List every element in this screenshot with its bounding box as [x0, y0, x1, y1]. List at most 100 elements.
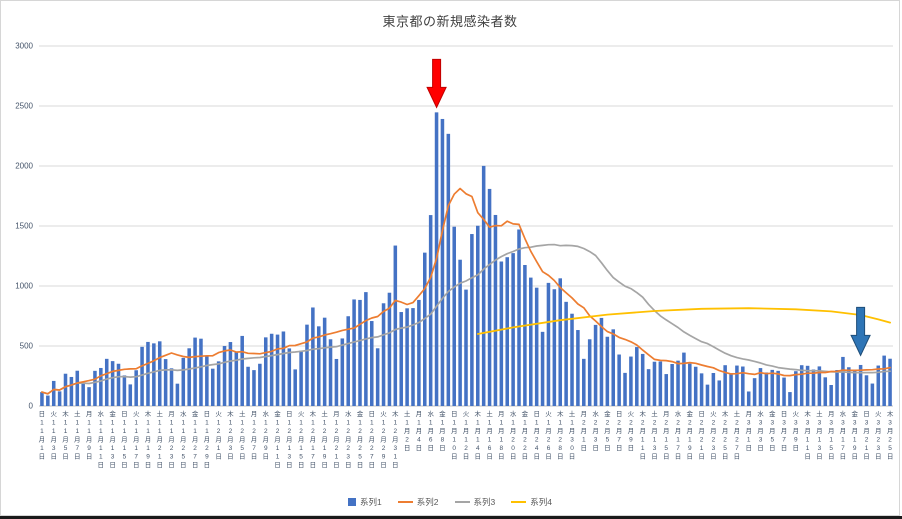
bar: [405, 308, 409, 406]
legend-line-marker: [454, 501, 470, 503]
bar: [605, 336, 610, 406]
bar: [252, 370, 256, 406]
bar: [805, 365, 810, 406]
legend-label: 系列1: [360, 497, 382, 507]
bar: [399, 312, 403, 406]
x-axis-labels: 日 1 1 月 1 日火 1 1 月 3 日木 1 1 月 5 日土 1 1 月 7 日月 1 1 月 9 日水 1 1 月 1 1 日金 1 1…: [39, 409, 894, 469]
bar: [163, 359, 168, 406]
bar: [375, 348, 380, 406]
bar: [499, 261, 504, 406]
bar: [511, 253, 515, 406]
bar: [228, 342, 233, 406]
chart-title: 東京都の新規感染者数: [382, 14, 518, 29]
bar: [529, 277, 533, 406]
bar: [75, 370, 80, 406]
bar: [99, 367, 103, 406]
y-axis-label: 1000: [15, 282, 33, 291]
red-down-arrow: [426, 58, 447, 109]
bar: [169, 368, 174, 406]
y-axis-label: 3000: [15, 42, 33, 51]
bar: [523, 265, 527, 406]
bar: [611, 329, 616, 406]
bar: [705, 384, 710, 406]
bar: [505, 257, 509, 406]
blue-down-arrow: [850, 306, 871, 357]
legend-item-1: 系列1: [348, 496, 382, 508]
bar: [758, 368, 763, 406]
bar: [746, 391, 751, 406]
bar: [723, 365, 727, 406]
bar: [493, 214, 498, 406]
bar: [882, 355, 886, 406]
bar: [470, 234, 474, 406]
bar: [640, 353, 645, 406]
bar: [870, 383, 875, 406]
bar: [676, 360, 680, 406]
bar: [369, 321, 374, 406]
bar: [699, 373, 704, 406]
bar: [799, 365, 804, 406]
bar: [464, 289, 468, 406]
bar: [417, 299, 421, 406]
line-series-3: [41, 243, 891, 395]
bar: [829, 385, 833, 406]
bar: [452, 226, 456, 406]
bar: [352, 299, 356, 406]
bar: [729, 373, 733, 406]
bar: [629, 356, 633, 406]
bar: [446, 133, 451, 406]
bar: [364, 292, 368, 406]
bar: [175, 383, 180, 406]
bar: [688, 363, 692, 406]
y-axis-labels: 0 500 1000 1500 2000 2500 3000: [15, 42, 33, 411]
bar: [140, 346, 144, 406]
bar: [623, 372, 627, 406]
bar: [46, 395, 50, 406]
legend-line-marker: [397, 501, 413, 503]
bar: [328, 339, 333, 406]
bar: [428, 215, 433, 406]
bar: [40, 392, 44, 406]
bar: [322, 317, 327, 406]
bar: [299, 350, 303, 406]
bar: [658, 361, 663, 406]
bar: [817, 366, 822, 406]
legend-item-2: 系列2: [397, 496, 439, 508]
bar: [157, 341, 162, 406]
bar: [205, 355, 209, 406]
y-axis-label: 2500: [15, 102, 33, 111]
bar: [476, 225, 480, 406]
y-axis-label: 0: [29, 402, 34, 411]
bar: [593, 324, 598, 406]
bar: [387, 292, 392, 406]
legend-label: 系列3: [473, 497, 496, 507]
bar: [847, 367, 851, 406]
bar: [134, 370, 138, 406]
